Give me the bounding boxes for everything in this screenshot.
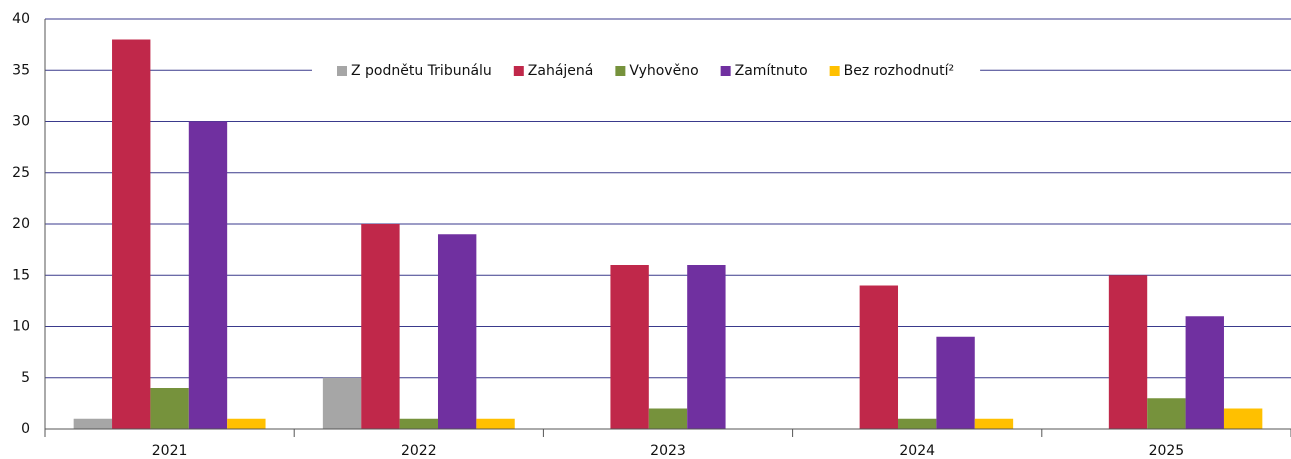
bar [610, 265, 649, 429]
bar [859, 285, 899, 429]
bar [1223, 408, 1263, 429]
legend-label: Z podnětu Tribunálu [351, 63, 492, 79]
bar [322, 377, 362, 429]
x-tick-label: 2023 [650, 443, 686, 459]
y-tick-label: 25 [12, 165, 30, 181]
bar [1185, 316, 1224, 429]
y-tick-label: 10 [12, 319, 30, 335]
bar [687, 265, 726, 429]
bar [648, 408, 688, 429]
bar [974, 418, 1014, 429]
bar [476, 418, 515, 429]
bar [1147, 398, 1186, 429]
x-tick-label: 2024 [899, 443, 935, 459]
legend-swatch [513, 66, 524, 76]
bar [227, 418, 266, 429]
x-tick-label: 2022 [401, 443, 437, 459]
legend-label: Bez rozhodnutí² [844, 63, 954, 79]
y-tick-label: 30 [12, 114, 30, 130]
y-tick-label: 20 [12, 216, 30, 232]
bar [73, 418, 113, 429]
y-tick-label: 0 [21, 421, 30, 437]
legend: Z podnětu Tribunálu Zahájená Vyhověno Zamít… [312, 58, 981, 84]
x-tick-label: 2021 [152, 443, 188, 459]
bar [112, 39, 151, 429]
y-tick-label: 40 [12, 11, 30, 27]
legend-swatch [720, 66, 731, 76]
bar [898, 418, 937, 429]
legend-label: Vyhověno [629, 63, 698, 79]
bar [361, 224, 400, 429]
bar [1108, 275, 1148, 429]
legend-label: Zahájená [528, 63, 594, 79]
bar [936, 336, 975, 429]
legend-swatch [337, 66, 347, 76]
legend-swatch [615, 66, 626, 76]
y-tick-label: 15 [12, 267, 30, 283]
x-tick-label: 2025 [1149, 443, 1185, 459]
y-tick-label: 5 [21, 370, 30, 386]
bar [399, 418, 438, 429]
legend-background [312, 58, 981, 84]
bar [188, 121, 228, 429]
legend-swatch [829, 66, 840, 76]
bar [150, 388, 189, 429]
legend-label: Zamítnuto [735, 63, 808, 79]
y-tick-label: 35 [12, 62, 30, 78]
bar [437, 234, 477, 429]
